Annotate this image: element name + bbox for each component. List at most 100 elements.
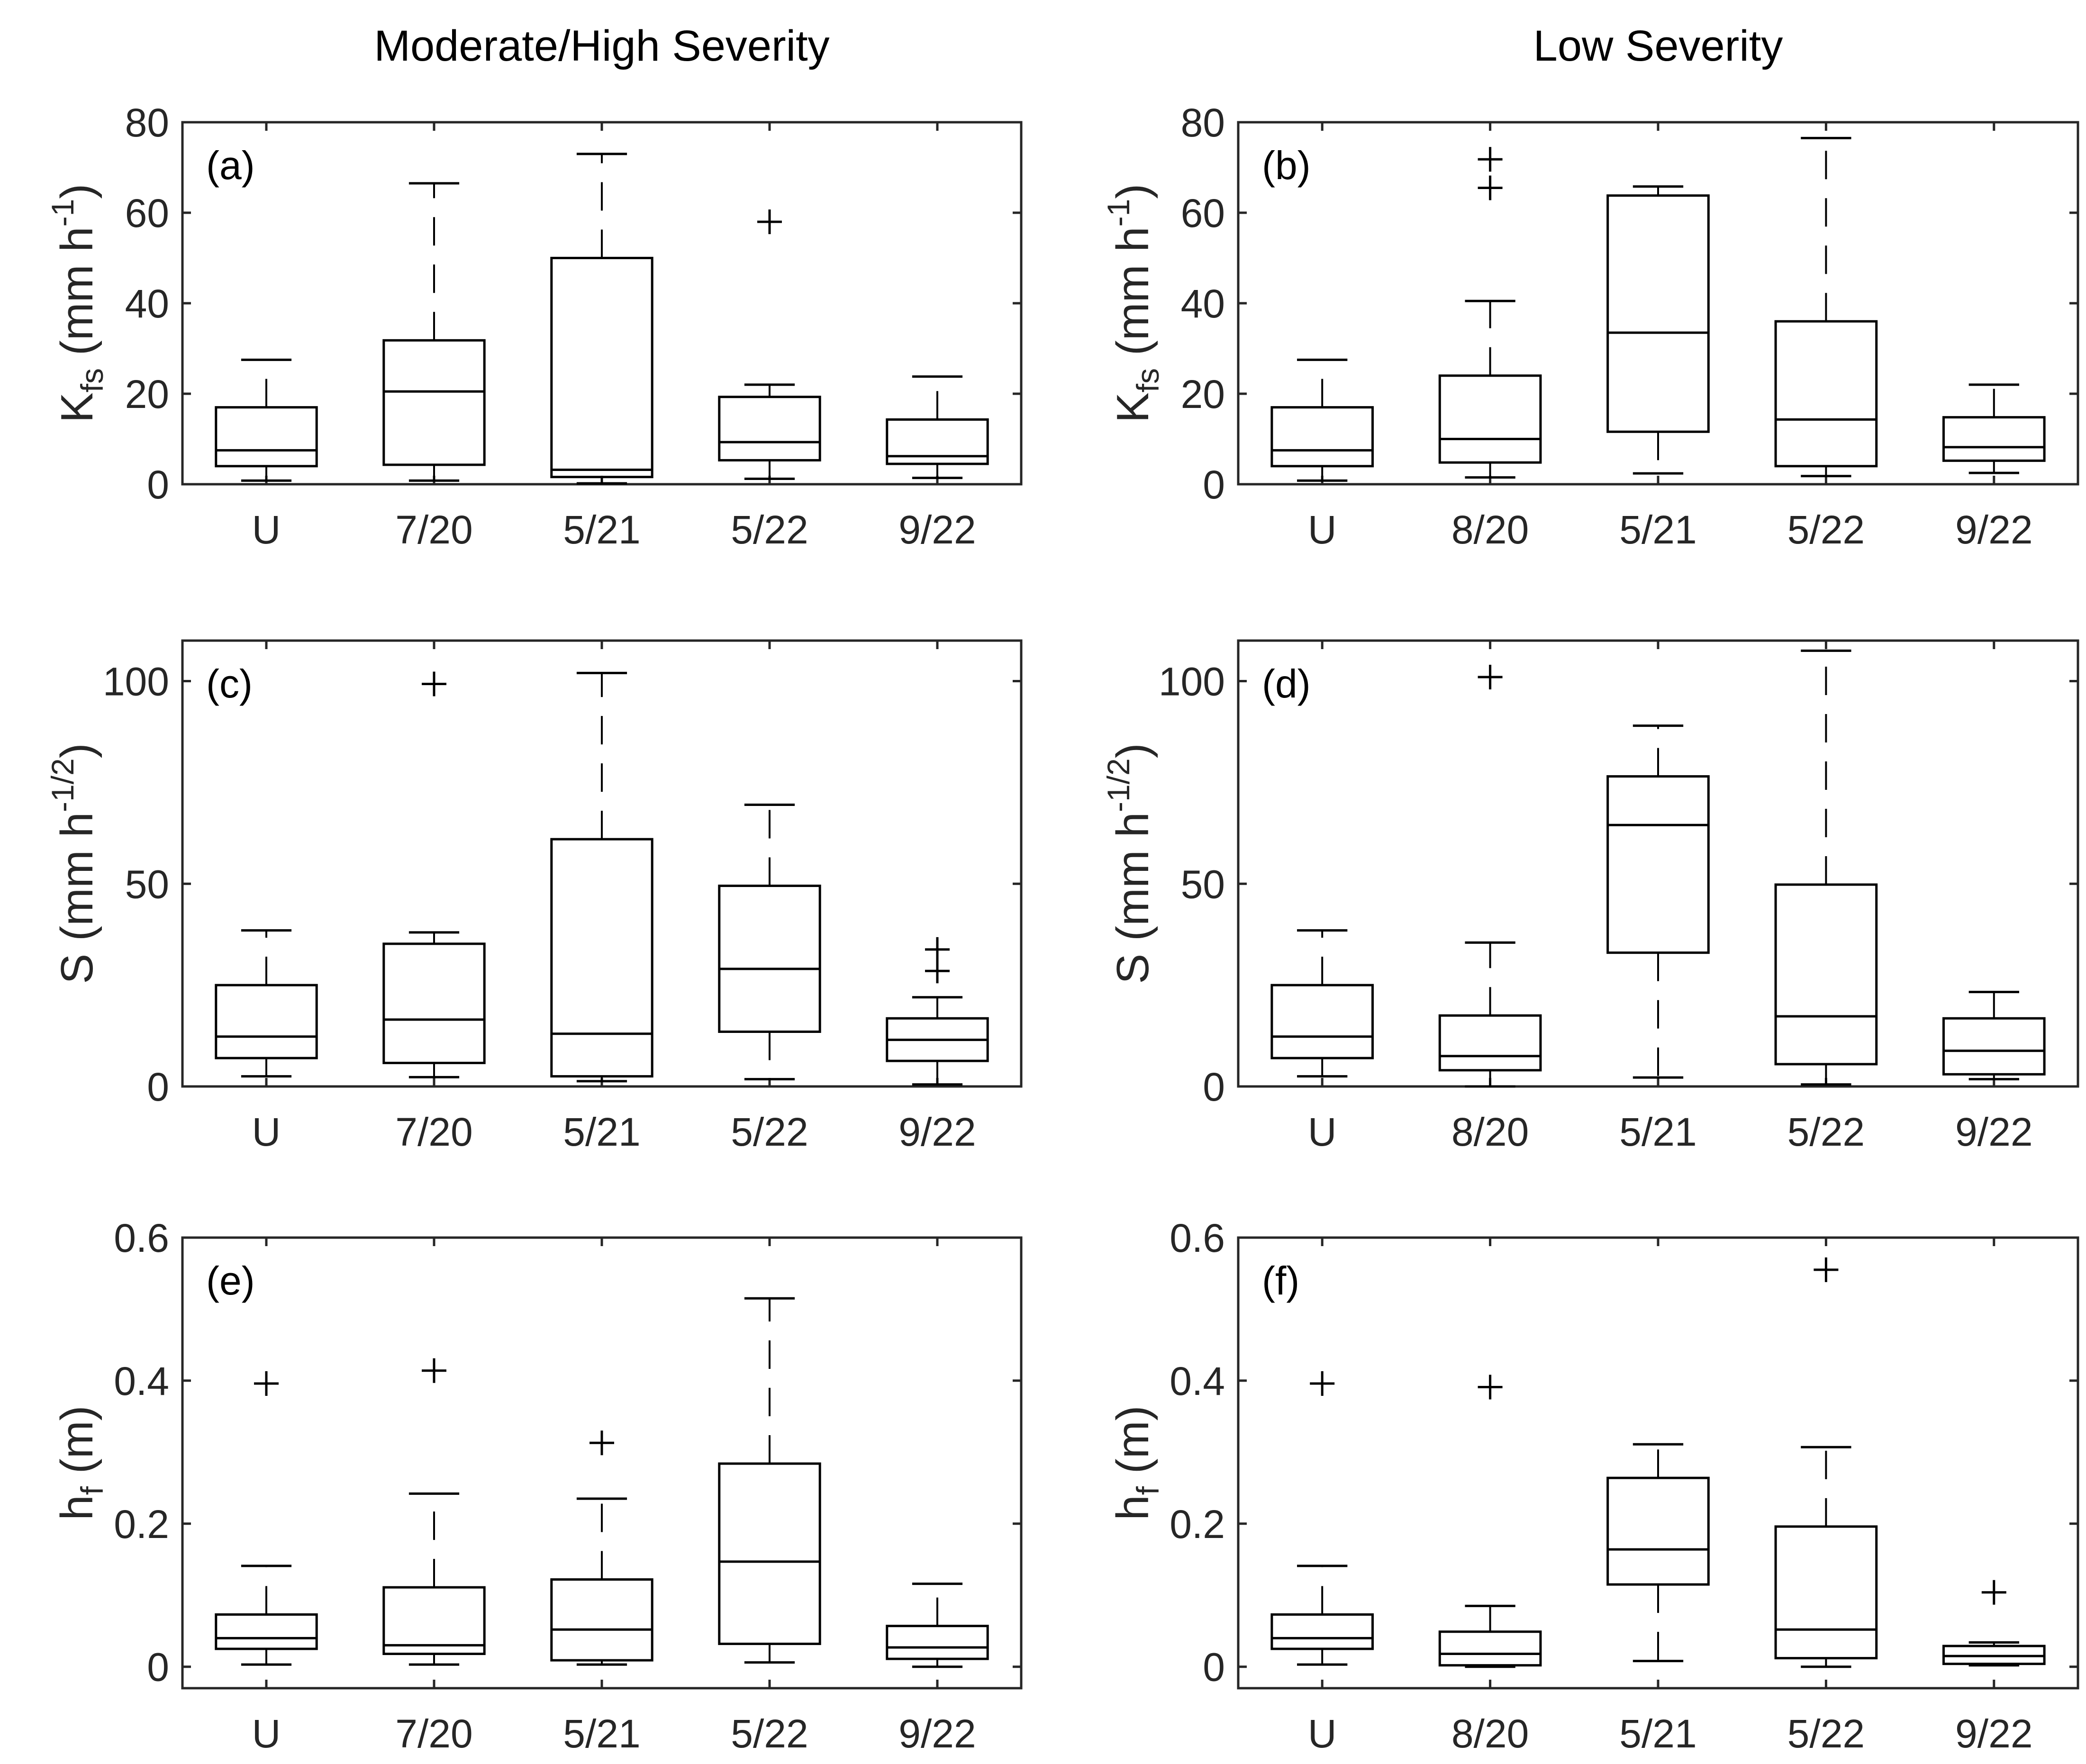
y-tick-label: 0 bbox=[147, 1645, 169, 1690]
x-tick-label: 5/22 bbox=[1787, 1711, 1865, 1756]
box-5-22 bbox=[1774, 136, 1878, 478]
box-9-22 bbox=[886, 1583, 989, 1668]
x-tick-label: 5/21 bbox=[1619, 1711, 1697, 1756]
x-tick-label: 5/22 bbox=[731, 1711, 808, 1756]
iqr-box bbox=[1774, 1525, 1878, 1660]
y-tick-label: 40 bbox=[1181, 281, 1225, 326]
column-title: Moderate/High Severity bbox=[374, 22, 829, 70]
box-7-20 bbox=[382, 671, 486, 1078]
iqr-box bbox=[886, 418, 989, 465]
iqr-box bbox=[1606, 194, 1710, 433]
iqr-box bbox=[1438, 1014, 1542, 1072]
x-tick-label: 9/22 bbox=[898, 1110, 976, 1154]
box-5-22 bbox=[1774, 649, 1878, 1086]
box-U bbox=[215, 929, 318, 1078]
x-tick-label: 9/22 bbox=[898, 507, 976, 552]
panel-e: 0 0.2 0.4 0.6 U 7/20 5/21 5/22 9/22 hf (m) (e) bbox=[52, 1216, 1023, 1756]
iqr-box bbox=[382, 942, 486, 1064]
box-5-22 bbox=[718, 803, 821, 1081]
x-tick-label: U bbox=[252, 1711, 281, 1756]
panel-a: Moderate/High Severity 0 20 40 60 80 U 7/20 5/21… bbox=[45, 22, 1023, 552]
x-tick-label: 9/22 bbox=[1955, 1110, 2033, 1154]
iqr-box bbox=[718, 1462, 821, 1645]
outlier-marker bbox=[925, 937, 950, 962]
panel-label: (a) bbox=[206, 143, 255, 188]
outlier-marker bbox=[1478, 664, 1503, 689]
x-tick-label: U bbox=[252, 507, 281, 552]
box-7-20 bbox=[382, 182, 486, 482]
y-tick-label: 40 bbox=[125, 281, 169, 326]
outlier-marker bbox=[1310, 1371, 1335, 1396]
box-U bbox=[215, 1371, 318, 1666]
y-tick-label: 0.6 bbox=[114, 1216, 169, 1260]
box-5-21 bbox=[550, 671, 653, 1083]
axes-frame bbox=[181, 121, 1023, 486]
box-7-20 bbox=[382, 1358, 486, 1666]
outlier-marker bbox=[1981, 1580, 2006, 1605]
iqr-box bbox=[215, 1613, 318, 1650]
x-tick-label: 5/21 bbox=[1619, 507, 1697, 552]
x-tick-label: U bbox=[1308, 507, 1337, 552]
box-5-22 bbox=[718, 1297, 821, 1664]
outlier-marker bbox=[925, 959, 950, 984]
box-5-22 bbox=[1774, 1257, 1878, 1668]
iqr-box bbox=[550, 838, 653, 1078]
y-tick-label: 0.2 bbox=[1170, 1502, 1225, 1547]
y-axis-label: S (mm h-1/2) bbox=[1101, 743, 1158, 984]
y-tick-label: 80 bbox=[125, 100, 169, 145]
panel-f: 0 0.2 0.4 0.6 U 8/20 5/21 5/22 9/22 hf (m) (f) bbox=[1107, 1216, 2079, 1756]
x-tick-label: 9/22 bbox=[898, 1711, 976, 1756]
y-tick-label: 0 bbox=[1203, 1645, 1225, 1690]
iqr-box bbox=[1942, 1017, 2046, 1076]
panel-d: 0 50 100 U 8/20 5/21 5/22 9/22 S (mm h-1/2) (d) bbox=[1101, 639, 2079, 1154]
x-tick-label: 8/20 bbox=[1451, 507, 1529, 552]
x-tick-label: 9/22 bbox=[1955, 1711, 2033, 1756]
iqr-box bbox=[1270, 1613, 1374, 1650]
iqr-box bbox=[1606, 775, 1710, 954]
panel-label: (f) bbox=[1262, 1258, 1299, 1303]
box-9-22 bbox=[1942, 383, 2046, 474]
y-axis-label: hf (m) bbox=[52, 1405, 109, 1520]
y-axis-label: hf (m) bbox=[1107, 1405, 1165, 1520]
x-tick-label: 7/20 bbox=[395, 507, 473, 552]
outlier-marker bbox=[590, 1430, 614, 1456]
outlier-marker bbox=[1478, 175, 1503, 200]
y-axis-label: Kfs (mm h-1) bbox=[1101, 184, 1165, 423]
y-tick-label: 0 bbox=[147, 1065, 169, 1109]
outlier-marker bbox=[422, 671, 446, 697]
iqr-box bbox=[1270, 406, 1374, 468]
axes-frame bbox=[181, 1236, 1023, 1690]
iqr-box bbox=[1774, 883, 1878, 1066]
x-tick-label: 5/22 bbox=[731, 1110, 808, 1154]
iqr-box bbox=[215, 984, 318, 1059]
y-tick-label: 100 bbox=[1159, 660, 1225, 704]
outlier-marker bbox=[757, 209, 782, 235]
box-9-22 bbox=[886, 937, 989, 1086]
iqr-box bbox=[718, 396, 821, 461]
box-U bbox=[215, 358, 318, 482]
iqr-box bbox=[1942, 416, 2046, 462]
x-tick-label: 5/22 bbox=[1787, 507, 1865, 552]
box-9-22 bbox=[886, 375, 989, 479]
panel-c: 0 50 100 U 7/20 5/21 5/22 9/22 S (mm h-1/2) (c) bbox=[45, 639, 1023, 1154]
x-tick-label: 5/21 bbox=[1619, 1110, 1697, 1154]
y-tick-label: 0.6 bbox=[1170, 1216, 1225, 1260]
y-tick-label: 80 bbox=[1181, 100, 1225, 145]
box-8-20 bbox=[1438, 664, 1542, 1088]
iqr-box bbox=[1270, 984, 1374, 1059]
y-axis-label: S (mm h-1/2) bbox=[45, 743, 102, 984]
iqr-box bbox=[382, 339, 486, 466]
x-tick-label: U bbox=[1308, 1110, 1337, 1154]
iqr-box bbox=[718, 885, 821, 1033]
panel-label: (d) bbox=[1262, 661, 1311, 706]
x-tick-label: 5/22 bbox=[731, 507, 808, 552]
y-tick-label: 0 bbox=[147, 462, 169, 507]
iqr-box bbox=[1438, 374, 1542, 464]
box-U bbox=[1270, 1371, 1374, 1666]
box-U bbox=[1270, 929, 1374, 1078]
x-tick-label: 8/20 bbox=[1451, 1110, 1529, 1154]
outlier-marker bbox=[254, 1371, 279, 1396]
box-5-21 bbox=[1606, 1443, 1710, 1663]
y-tick-label: 50 bbox=[1181, 862, 1225, 906]
